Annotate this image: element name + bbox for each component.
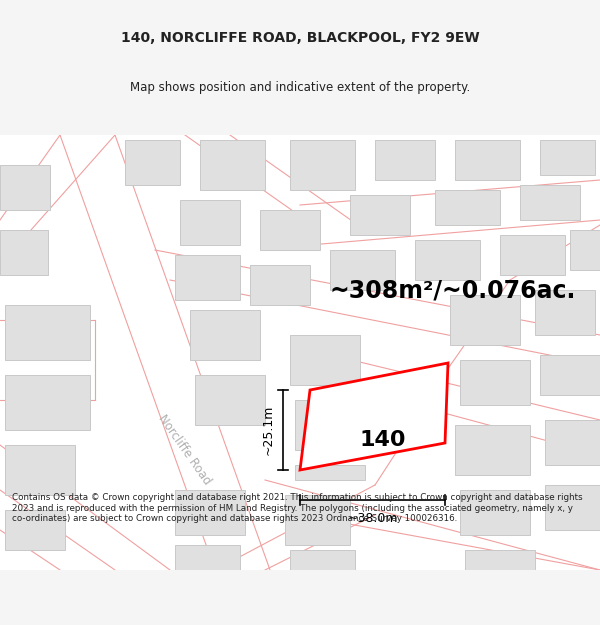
Polygon shape bbox=[295, 400, 365, 450]
Text: 140, NORCLIFFE ROAD, BLACKPOOL, FY2 9EW: 140, NORCLIFFE ROAD, BLACKPOOL, FY2 9EW bbox=[121, 31, 479, 45]
Polygon shape bbox=[300, 363, 448, 470]
Polygon shape bbox=[125, 140, 180, 185]
Polygon shape bbox=[455, 425, 530, 475]
Text: Norcliffe Road: Norcliffe Road bbox=[156, 412, 214, 488]
Polygon shape bbox=[5, 375, 90, 430]
Polygon shape bbox=[0, 165, 50, 210]
Polygon shape bbox=[500, 235, 565, 275]
Polygon shape bbox=[5, 510, 65, 550]
Polygon shape bbox=[350, 195, 410, 235]
Polygon shape bbox=[545, 485, 600, 530]
Polygon shape bbox=[545, 420, 600, 465]
Polygon shape bbox=[540, 140, 595, 175]
Polygon shape bbox=[535, 290, 595, 335]
Polygon shape bbox=[415, 240, 480, 280]
Polygon shape bbox=[570, 230, 600, 270]
Polygon shape bbox=[460, 360, 530, 405]
Polygon shape bbox=[250, 265, 310, 305]
Polygon shape bbox=[295, 465, 365, 480]
Polygon shape bbox=[175, 545, 240, 570]
Polygon shape bbox=[5, 305, 90, 360]
Text: 140: 140 bbox=[360, 430, 407, 450]
Polygon shape bbox=[540, 355, 600, 395]
Polygon shape bbox=[450, 295, 520, 345]
Polygon shape bbox=[285, 495, 350, 545]
Text: ~308m²/~0.076ac.: ~308m²/~0.076ac. bbox=[330, 278, 577, 302]
Polygon shape bbox=[195, 375, 265, 425]
Polygon shape bbox=[330, 250, 395, 290]
Polygon shape bbox=[5, 445, 75, 495]
Polygon shape bbox=[175, 255, 240, 300]
Polygon shape bbox=[290, 335, 360, 385]
Polygon shape bbox=[180, 200, 240, 245]
Polygon shape bbox=[290, 550, 355, 570]
Polygon shape bbox=[175, 490, 245, 535]
Text: Map shows position and indicative extent of the property.: Map shows position and indicative extent… bbox=[130, 81, 470, 94]
Polygon shape bbox=[0, 230, 48, 275]
Polygon shape bbox=[460, 490, 530, 535]
Polygon shape bbox=[200, 140, 265, 190]
Polygon shape bbox=[465, 550, 535, 570]
Polygon shape bbox=[260, 210, 320, 250]
Text: ~38.0m: ~38.0m bbox=[347, 512, 398, 525]
Text: Contains OS data © Crown copyright and database right 2021. This information is : Contains OS data © Crown copyright and d… bbox=[12, 493, 583, 523]
Polygon shape bbox=[190, 310, 260, 360]
Polygon shape bbox=[435, 190, 500, 225]
Polygon shape bbox=[520, 185, 580, 220]
Text: ~25.1m: ~25.1m bbox=[262, 405, 275, 455]
Polygon shape bbox=[290, 140, 355, 190]
Polygon shape bbox=[375, 140, 435, 180]
Polygon shape bbox=[455, 140, 520, 180]
